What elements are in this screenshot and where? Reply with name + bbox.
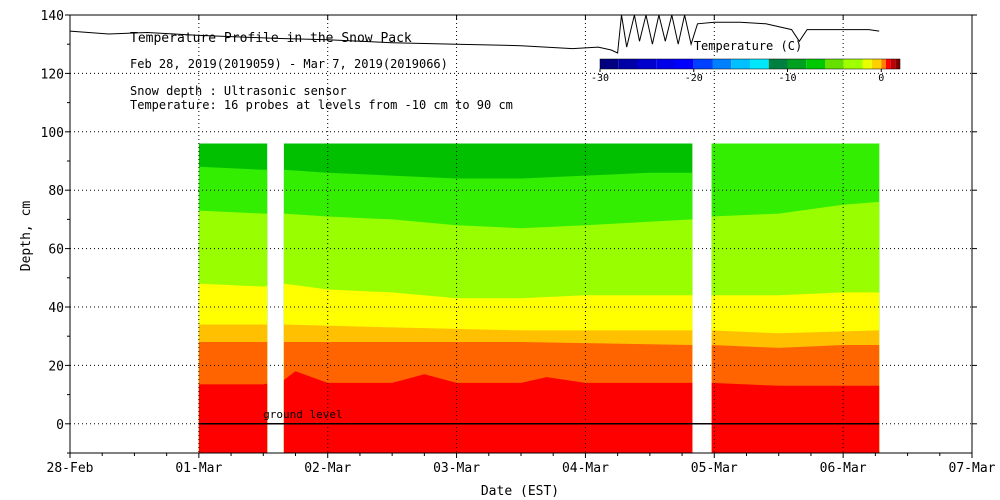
colorbar-bin-14 <box>862 59 872 69</box>
x-tick-label-3: 03-Mar <box>433 461 480 476</box>
axes: 28-Feb 01-Mar 02-Mar 03-Mar 04-Mar 05-Mar 06-M… <box>41 9 996 476</box>
temperature-bands <box>198 143 880 454</box>
colorbar-bin-8 <box>750 59 769 69</box>
ground-level-marker: ground level <box>198 408 880 425</box>
snow-depth-trace <box>69 14 880 54</box>
colorbar-bin-18 <box>890 59 896 69</box>
colorbar-bin-7 <box>731 59 750 69</box>
colorbar-bin-13 <box>843 59 863 69</box>
x-tick-label-0: 28-Feb <box>47 461 94 476</box>
y-axis-label: Depth, cm <box>19 201 34 272</box>
x-tick-label-2: 02-Mar <box>304 461 351 476</box>
note-snow-depth: Snow depth : Ultrasonic sensor <box>130 84 347 98</box>
note-temperature-probes: Temperature: 16 probes at levels from -1… <box>130 98 513 112</box>
colorbar-frame <box>599 58 901 70</box>
temperature-band-0-segment-2 <box>711 382 880 453</box>
x-tick-label-6: 06-Mar <box>820 461 867 476</box>
colorbar-bin-11 <box>806 59 825 69</box>
y-tick-label-4: 80 <box>48 184 64 199</box>
colorbar-bin-17 <box>885 59 891 69</box>
colorbar-bin-12 <box>825 59 844 69</box>
ground-level-label: ground level <box>263 408 342 421</box>
chart-subtitle: Feb 28, 2019(2019059) - Mar 7, 2019(2019… <box>130 57 448 71</box>
y-tick-label-3: 60 <box>48 243 64 258</box>
colorbar-tick-label-3: 0 <box>878 73 884 84</box>
colorbar-tick-label-1: -20 <box>685 73 703 84</box>
y-tick-label-1: 20 <box>48 359 64 374</box>
x-tick-label-7: 07-Mar <box>949 461 996 476</box>
colorbar-bin-2 <box>637 59 657 69</box>
temperature-band-0-segment-0 <box>198 383 268 453</box>
snow-depth-line <box>69 14 880 54</box>
colorbar-tick-label-2: -10 <box>778 73 796 84</box>
y-tick-label-6: 120 <box>41 67 64 82</box>
colorbar: -30 -20 -10 0 <box>591 58 901 84</box>
x-tick-label-1: 01-Mar <box>175 461 222 476</box>
colorbar-bin-5 <box>693 59 713 69</box>
colorbar-bin-3 <box>656 59 675 69</box>
colorbar-bin-10 <box>787 59 807 69</box>
colorbar-bin-6 <box>712 59 732 69</box>
y-tick-label-2: 40 <box>48 301 64 316</box>
x-axis-label: Date (EST) <box>481 484 559 499</box>
y-tick-label-0: 0 <box>56 418 64 433</box>
colorbar-bin-4 <box>675 59 694 69</box>
colorbar-bin-0 <box>600 59 619 69</box>
temperature-band-0-segment-1 <box>283 371 693 453</box>
colorbar-tick-label-0: -30 <box>591 73 609 84</box>
x-tick-label-4: 04-Mar <box>562 461 609 476</box>
x-tick-label-5: 05-Mar <box>691 461 738 476</box>
colorbar-bin-15 <box>871 59 882 69</box>
colorbar-label: Temperature (C) <box>694 39 802 53</box>
y-tick-label-5: 100 <box>41 126 64 141</box>
colorbar-bin-16 <box>881 59 886 69</box>
y-tick-label-7: 140 <box>41 9 64 24</box>
chart-title: Temperature Profile in the Snow Pack <box>130 31 412 46</box>
colorbar-bin-1 <box>618 59 638 69</box>
colorbar-bin-19 <box>895 59 900 69</box>
colorbar-bin-9 <box>768 59 788 69</box>
